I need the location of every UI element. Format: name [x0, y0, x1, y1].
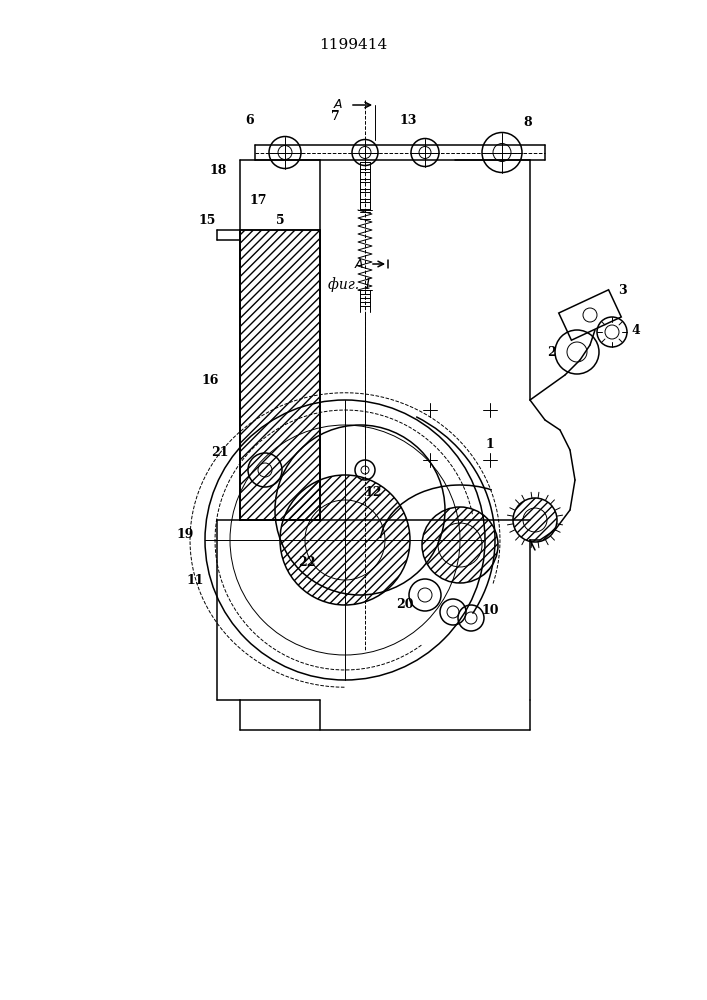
Text: 18: 18 — [209, 163, 227, 176]
Text: 13: 13 — [399, 113, 416, 126]
Text: 12: 12 — [364, 486, 382, 498]
Text: 11: 11 — [186, 574, 204, 586]
Text: 22: 22 — [298, 556, 316, 570]
Text: 1199414: 1199414 — [319, 38, 387, 52]
Text: 21: 21 — [211, 446, 229, 458]
Text: 5: 5 — [276, 214, 284, 227]
Text: 16: 16 — [201, 373, 218, 386]
Text: 7: 7 — [331, 110, 339, 123]
Text: 15: 15 — [198, 214, 216, 227]
Text: 4: 4 — [631, 324, 641, 336]
Text: 2: 2 — [547, 346, 556, 359]
Text: 10: 10 — [481, 603, 498, 616]
Text: 20: 20 — [396, 598, 414, 611]
Text: 17: 17 — [250, 194, 267, 207]
Text: 1: 1 — [486, 438, 494, 452]
Text: 3: 3 — [618, 284, 626, 296]
Text: 19: 19 — [176, 528, 194, 542]
Text: 8: 8 — [524, 115, 532, 128]
Bar — [240, 230, 320, 520]
Text: 6: 6 — [246, 113, 255, 126]
Text: фиг. 1: фиг. 1 — [328, 278, 372, 292]
Text: A: A — [354, 257, 363, 270]
Text: A: A — [334, 99, 342, 111]
